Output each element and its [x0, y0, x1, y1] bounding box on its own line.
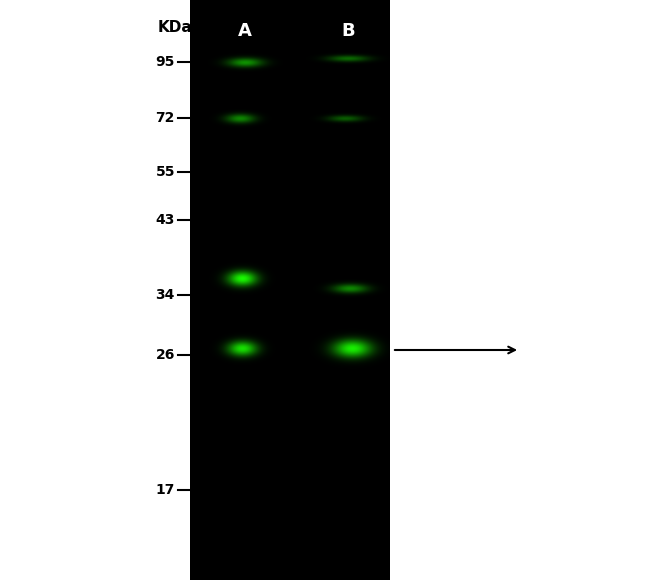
Bar [0, 0, 190, 580]
Text: 34: 34 [155, 288, 175, 302]
Text: B: B [341, 22, 355, 40]
Text: 72: 72 [155, 111, 175, 125]
Text: 43: 43 [155, 213, 175, 227]
Text: A: A [238, 22, 252, 40]
Bar [390, 0, 650, 580]
Text: KDa: KDa [157, 20, 192, 35]
Text: 17: 17 [155, 483, 175, 497]
Text: 26: 26 [155, 348, 175, 362]
Text: 55: 55 [155, 165, 175, 179]
Text: 95: 95 [155, 55, 175, 69]
